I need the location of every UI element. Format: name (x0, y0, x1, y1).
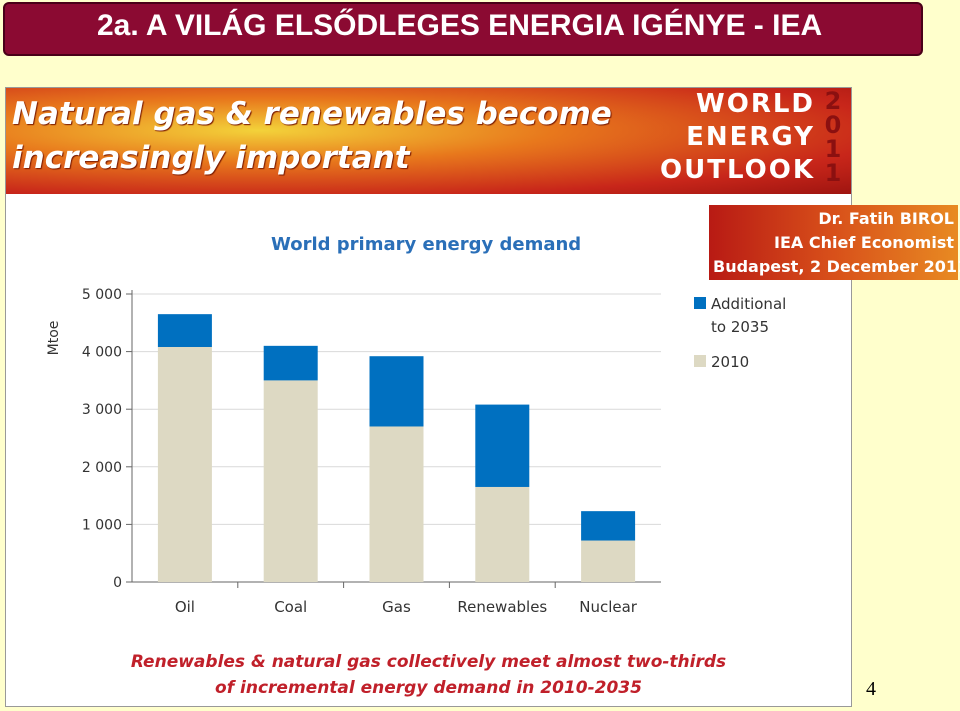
x-tick-label: Renewables (457, 598, 547, 616)
weo-logo: WORLD ENERGY OUTLOOK (660, 88, 815, 187)
bar-additional-2035 (581, 511, 636, 541)
bar-additional-2035 (475, 404, 530, 487)
bar-chart: 0 1 000 2 000 3 000 4 000 5 000 Mtoe Oil Coal Gas… (46, 287, 786, 616)
legend-label: 2010 (711, 353, 749, 371)
banner: Natural gas & renewables become increasi… (6, 88, 851, 194)
bar-2010 (263, 380, 318, 582)
weo-line-2: ENERGY (686, 122, 815, 152)
footer-line-1: Renewables & natural gas collectively me… (130, 652, 727, 672)
bar-additional-2035 (369, 356, 424, 427)
banner-headline: Natural gas & renewables become increasi… (12, 92, 612, 180)
headline-line-2: increasingly important (12, 140, 410, 176)
bar-2010 (157, 346, 212, 582)
year-digit: 0 (824, 111, 842, 139)
weo-line-3: OUTLOOK (660, 155, 815, 185)
y-tick-label: 2 000 (82, 460, 122, 476)
y-tick-label: 5 000 (82, 287, 122, 303)
legend-swatch (694, 297, 706, 309)
headline-line-1: Natural gas & renewables become (12, 96, 612, 132)
weo-line-1: WORLD (696, 89, 815, 119)
bar-2010 (581, 540, 636, 582)
weo-year: 2 0 1 1 (821, 89, 845, 185)
legend-label: Additional (711, 295, 786, 313)
x-tick-label: Nuclear (579, 598, 638, 616)
bar-additional-2035 (263, 345, 318, 381)
chart-title: World primary energy demand (271, 234, 582, 255)
slide-title-bar: 2a. A VILÁG ELSŐDLEGES ENERGIA IGÉNYE - … (3, 2, 923, 56)
year-digit: 1 (824, 159, 842, 187)
y-tick-label: 4 000 (82, 345, 122, 361)
y-axis-label: Mtoe (46, 321, 62, 356)
y-tick-label: 0 (113, 575, 122, 591)
page-number: 4 (866, 678, 876, 700)
y-tick-label: 1 000 (82, 517, 122, 533)
x-tick-label: Gas (382, 598, 411, 616)
footer-line-2: of incremental energy demand in 2010-203… (215, 678, 642, 698)
slide-title: 2a. A VILÁG ELSŐDLEGES ENERGIA IGÉNYE - … (97, 9, 823, 42)
author-role: IEA Chief Economist (774, 233, 954, 252)
author-box: Dr. Fatih BIROL IEA Chief Economist Buda… (709, 205, 960, 280)
x-tick-label: Coal (274, 598, 307, 616)
author-event: Budapest, 2 December 2011 (713, 257, 960, 276)
legend-label: to 2035 (711, 318, 769, 336)
author-name: Dr. Fatih BIROL (818, 209, 954, 228)
x-tick-label: Oil (175, 598, 195, 616)
bar-2010 (475, 486, 530, 582)
year-digit: 2 (824, 87, 842, 115)
bar-additional-2035 (157, 314, 212, 347)
legend-swatch (694, 355, 706, 367)
year-digit: 1 (824, 135, 842, 163)
y-tick-label: 3 000 (82, 402, 122, 418)
bar-2010 (369, 426, 424, 582)
chart-panel: Natural gas & renewables become increasi… (5, 87, 852, 707)
